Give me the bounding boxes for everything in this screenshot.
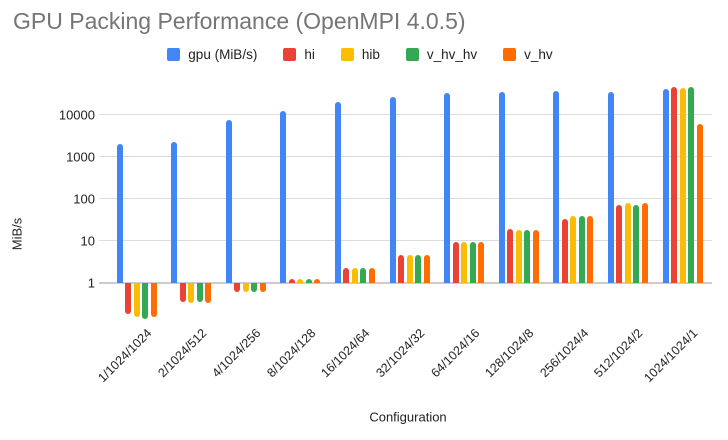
bar-hib-1-1024-1024[interactable] [133,282,140,318]
x-tick-label: 32/1024/32 [373,326,428,381]
gridline [99,281,712,284]
bar-gpu-MiB-s-8-1024-128[interactable] [280,111,287,283]
bar-hib-256-1024-4[interactable] [570,216,577,283]
bar-v-hv-16-1024-64[interactable] [368,267,375,283]
y-tick-label: 1 [87,275,95,291]
legend-swatch-icon [283,48,297,61]
bar-v-hv-hv-32-1024-32[interactable] [415,254,421,283]
legend-item-hi[interactable]: hi [283,47,315,62]
bar-hib-2-1024-512[interactable] [188,282,195,303]
bar-hi-256-1024-4[interactable] [561,218,568,283]
legend-label: hi [304,47,315,62]
bar-hib-1024-1024-1[interactable] [679,88,686,283]
bar-v-hv-hv-128-1024-8[interactable] [524,229,531,283]
x-tick-label: 256/1024/4 [537,326,592,381]
legend-swatch-icon [167,48,181,61]
bar-v-hv-8-1024-128[interactable] [314,278,321,283]
bar-v-hv-hv-64-1024-16[interactable] [469,241,476,283]
chart-title: GPU Packing Performance (OpenMPI 4.0.5) [13,8,466,34]
x-tick-label: 64/1024/16 [427,326,483,381]
bar-v-hv-256-1024-4[interactable] [587,216,594,283]
bar-v-hv-1024-1024-1[interactable] [696,124,703,283]
gridline [99,240,712,242]
legend-label: v_hv_hv [426,47,478,62]
bar-hib-16-1024-64[interactable] [351,268,358,283]
bar-v-hv-hv-1024-1024-1[interactable] [688,86,694,283]
bar-gpu-MiB-s-128-1024-8[interactable] [498,91,505,283]
x-axis-title: Configuration [369,409,447,425]
bar-hi-4-1024-256[interactable] [234,282,241,292]
bar-gpu-MiB-s-2-1024-512[interactable] [171,141,178,283]
bar-v-hv-64-1024-16[interactable] [478,241,485,283]
gridline [99,156,712,158]
bar-hib-32-1024-32[interactable] [406,254,413,283]
bar-v-hv-hv-2-1024-512[interactable] [196,282,203,303]
bar-v-hv-4-1024-256[interactable] [259,282,266,292]
bar-hi-1024-1024-1[interactable] [671,87,677,283]
legend-item-v-hv-hv[interactable]: v_hv_hv [405,47,478,62]
bar-gpu-MiB-s-1-1024-1024[interactable] [116,144,123,283]
y-tick-label: 10 [80,233,95,249]
x-tick-label: 128/1024/8 [482,326,537,381]
bar-hi-8-1024-128[interactable] [288,278,295,283]
bar-hib-8-1024-128[interactable] [297,278,304,283]
legend-item-gpu-MiB-s[interactable]: gpu (MiB/s) [167,47,257,62]
bar-gpu-MiB-s-1024-1024-1[interactable] [662,88,669,283]
legend-label: hib [361,47,380,62]
bar-gpu-MiB-s-64-1024-16[interactable] [444,92,451,283]
bar-v-hv-hv-8-1024-128[interactable] [305,278,312,283]
x-tick-label: 1024/1024/1 [641,326,701,386]
bar-hi-32-1024-32[interactable] [398,254,404,283]
legend: gpu (MiB/s) hi hib v_hv_hv v_hv [0,47,720,62]
bar-v-hv-2-1024-512[interactable] [205,282,212,303]
x-tick-label: 4/1024/256 [209,326,264,381]
gridline [99,114,712,116]
bar-v-hv-hv-1-1024-1024[interactable] [142,282,148,319]
bar-v-hv-32-1024-32[interactable] [423,254,430,283]
bar-gpu-MiB-s-16-1024-64[interactable] [334,102,341,283]
y-tick-label: 10000 [58,107,95,123]
bar-hib-128-1024-8[interactable] [515,229,522,283]
legend-label: v_hv [524,47,553,62]
bar-gpu-MiB-s-4-1024-256[interactable] [225,119,232,283]
bar-v-hv-512-1024-2[interactable] [641,203,648,283]
y-axis-title: MiB/s [9,217,25,251]
bar-hib-64-1024-16[interactable] [461,241,468,283]
bar-hib-4-1024-256[interactable] [242,282,249,292]
bar-gpu-MiB-s-256-1024-4[interactable] [553,90,560,283]
y-tick-label: 100 [73,191,95,207]
bar-hi-64-1024-16[interactable] [452,241,459,283]
legend-item-v-hv[interactable]: v_hv [503,47,553,62]
x-tick-label: 512/1024/2 [591,326,646,381]
legend-swatch-icon [405,48,419,61]
bar-gpu-MiB-s-512-1024-2[interactable] [607,91,614,283]
bar-hi-2-1024-512[interactable] [179,282,186,302]
bar-hi-16-1024-64[interactable] [343,268,350,283]
bar-hi-1-1024-1024[interactable] [125,282,131,314]
y-tick-label: 1000 [66,149,95,165]
legend-swatch-icon [340,48,354,61]
bar-v-hv-1-1024-1024[interactable] [150,282,157,318]
bar-hib-512-1024-2[interactable] [624,203,631,283]
bar-v-hv-hv-4-1024-256[interactable] [251,282,258,292]
legend-item-hib[interactable]: hib [340,47,380,62]
bar-v-hv-128-1024-8[interactable] [532,229,539,283]
gridline [99,198,712,200]
bar-gpu-MiB-s-32-1024-32[interactable] [389,97,396,283]
legend-label: gpu (MiB/s) [188,47,258,62]
bar-v-hv-hv-256-1024-4[interactable] [578,216,585,283]
x-tick-label: 16/1024/64 [318,326,373,381]
x-tick-label: 1/1024/1024 [95,326,155,386]
legend-swatch-icon [503,48,517,61]
x-tick-label: 2/1024/512 [154,326,210,381]
bar-hi-128-1024-8[interactable] [507,228,514,283]
x-tick-label: 8/1024/128 [264,326,319,381]
bar-v-hv-hv-16-1024-64[interactable] [360,268,367,283]
bar-v-hv-hv-512-1024-2[interactable] [633,205,640,283]
bar-hi-512-1024-2[interactable] [616,205,623,283]
